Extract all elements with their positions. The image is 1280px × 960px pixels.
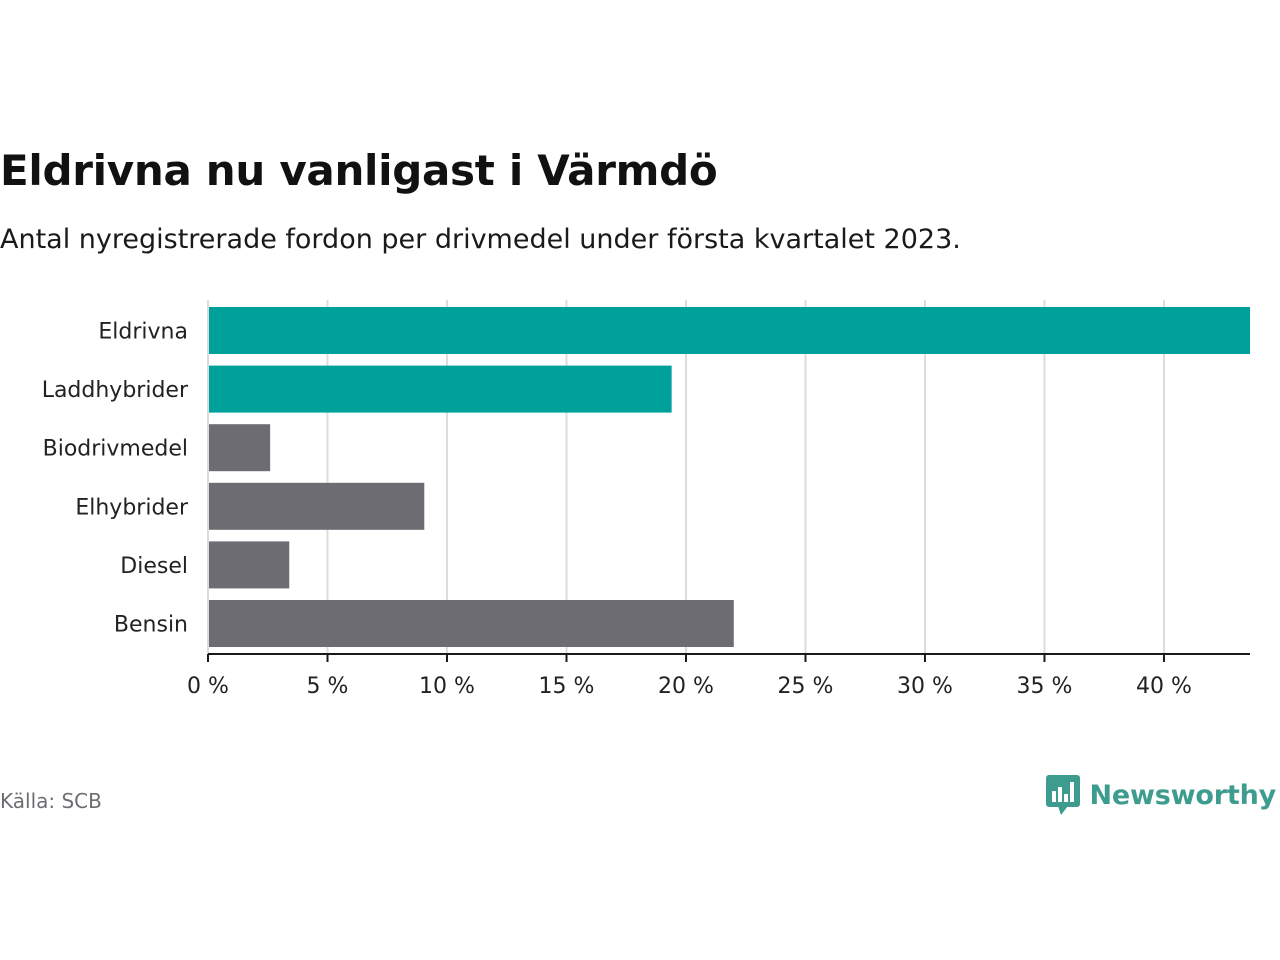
x-tick-label: 10 %: [419, 674, 475, 699]
bar: [208, 541, 290, 589]
category-label: Diesel: [120, 554, 188, 579]
bar: [208, 424, 271, 472]
bar: [208, 307, 1250, 354]
x-tick-label: 35 %: [1017, 674, 1073, 699]
newsworthy-logo-icon: [1045, 775, 1080, 815]
x-tick-label: 40 %: [1136, 674, 1192, 699]
category-label: Eldrivna: [98, 320, 188, 345]
x-tick-label: 25 %: [778, 674, 834, 699]
bar: [208, 600, 734, 647]
source-note: Källa: SCB: [0, 789, 102, 813]
x-tick-label: 15 %: [539, 674, 595, 699]
x-tick-label: 0 %: [187, 674, 229, 699]
x-tick-label: 30 %: [897, 674, 953, 699]
bar: [208, 482, 425, 530]
brand-logo: Newsworthy: [1045, 775, 1277, 815]
chart-subtitle: Antal nyregistrerade fordon per drivmede…: [0, 224, 961, 255]
category-label: Laddhybrider: [42, 378, 189, 403]
category-label: Bensin: [114, 613, 188, 638]
x-tick-label: 5 %: [307, 674, 349, 699]
brand-name: Newsworthy: [1089, 779, 1277, 811]
x-tick-label: 20 %: [658, 674, 714, 699]
bar: [208, 365, 672, 413]
category-label: Elhybrider: [75, 495, 189, 520]
category-label: Biodrivmedel: [43, 437, 188, 462]
chart-title: Eldrivna nu vanligast i Värmdö: [0, 146, 718, 195]
